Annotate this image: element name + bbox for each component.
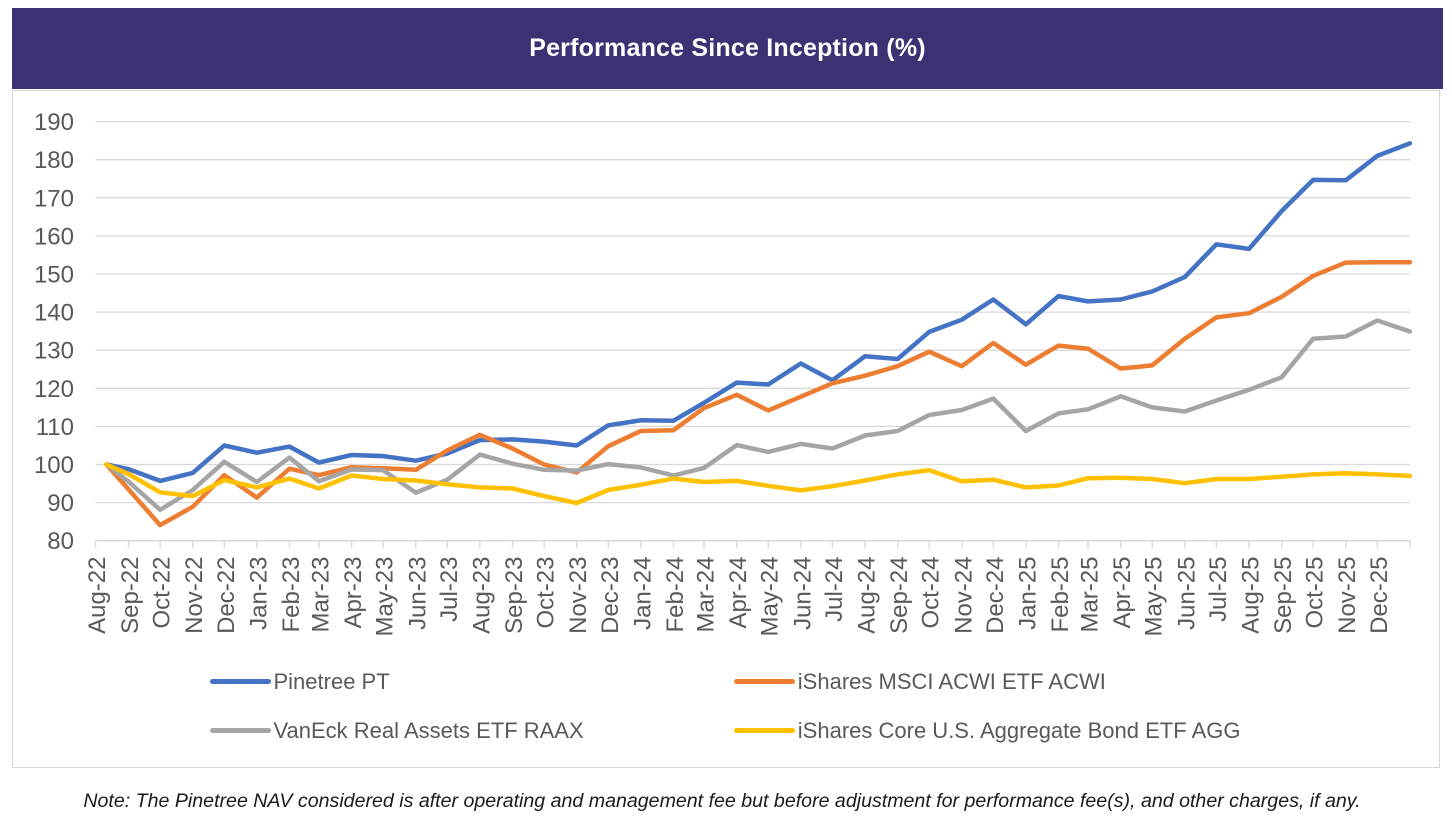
svg-text:Jul-23: Jul-23 xyxy=(436,557,463,622)
svg-text:Nov-24: Nov-24 xyxy=(950,557,977,634)
svg-text:Feb-25: Feb-25 xyxy=(1047,557,1074,633)
svg-text:May-24: May-24 xyxy=(757,557,784,637)
svg-text:Aug-22: Aug-22 xyxy=(84,557,111,634)
svg-text:Sep-24: Sep-24 xyxy=(886,557,913,634)
svg-text:Apr-25: Apr-25 xyxy=(1109,557,1136,629)
svg-text:190: 190 xyxy=(34,109,74,136)
svg-text:Sep-22: Sep-22 xyxy=(117,557,144,634)
svg-text:Feb-24: Feb-24 xyxy=(662,557,689,633)
svg-text:Nov-25: Nov-25 xyxy=(1334,557,1361,634)
svg-text:120: 120 xyxy=(34,376,74,403)
svg-text:130: 130 xyxy=(34,338,74,365)
svg-text:170: 170 xyxy=(34,185,74,212)
svg-text:Dec-22: Dec-22 xyxy=(213,557,240,634)
svg-text:80: 80 xyxy=(47,528,74,555)
svg-text:Feb-23: Feb-23 xyxy=(278,557,305,633)
svg-text:Aug-25: Aug-25 xyxy=(1238,557,1265,634)
svg-text:Oct-22: Oct-22 xyxy=(149,557,176,629)
svg-text:May-23: May-23 xyxy=(372,557,399,637)
svg-text:140: 140 xyxy=(34,300,74,327)
svg-text:Apr-23: Apr-23 xyxy=(340,557,367,629)
svg-text:150: 150 xyxy=(34,262,74,289)
svg-text:110: 110 xyxy=(36,414,74,441)
svg-text:Aug-23: Aug-23 xyxy=(468,557,495,634)
svg-text:Aug-24: Aug-24 xyxy=(854,557,881,634)
svg-text:Jan-24: Jan-24 xyxy=(629,557,656,630)
svg-text:Sep-23: Sep-23 xyxy=(501,557,528,634)
svg-text:Nov-23: Nov-23 xyxy=(565,557,592,634)
svg-text:Jun-25: Jun-25 xyxy=(1173,557,1200,630)
svg-text:Nov-22: Nov-22 xyxy=(181,557,208,634)
svg-text:100: 100 xyxy=(34,452,74,479)
svg-text:160: 160 xyxy=(34,223,74,250)
svg-text:Dec-24: Dec-24 xyxy=(982,557,1009,634)
svg-text:Dec-25: Dec-25 xyxy=(1366,557,1393,634)
svg-text:Dec-23: Dec-23 xyxy=(597,557,624,634)
svg-text:Oct-24: Oct-24 xyxy=(918,557,945,629)
svg-text:Jan-25: Jan-25 xyxy=(1014,557,1041,630)
svg-text:Jun-24: Jun-24 xyxy=(789,557,816,630)
svg-text:Apr-24: Apr-24 xyxy=(725,557,752,629)
svg-text:Jun-23: Jun-23 xyxy=(404,557,431,630)
svg-text:Oct-23: Oct-23 xyxy=(533,557,560,629)
svg-text:90: 90 xyxy=(47,490,74,517)
svg-text:Mar-24: Mar-24 xyxy=(693,557,720,633)
svg-text:Jul-25: Jul-25 xyxy=(1205,557,1232,622)
svg-text:Sep-25: Sep-25 xyxy=(1270,557,1297,634)
svg-text:Oct-25: Oct-25 xyxy=(1302,557,1329,629)
svg-text:Jul-24: Jul-24 xyxy=(821,557,848,622)
svg-text:180: 180 xyxy=(34,147,74,174)
svg-text:Jan-23: Jan-23 xyxy=(245,557,272,630)
svg-text:May-25: May-25 xyxy=(1141,557,1168,637)
svg-text:Mar-25: Mar-25 xyxy=(1077,557,1104,633)
svg-text:Mar-23: Mar-23 xyxy=(308,557,335,633)
